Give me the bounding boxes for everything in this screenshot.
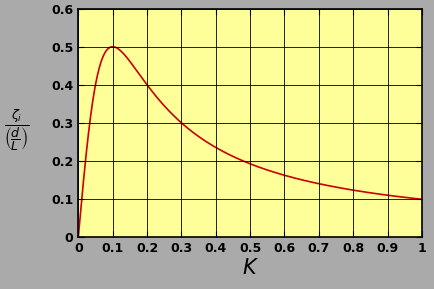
Text: $\frac{\zeta_i}{\left(\dfrac{d}{L}\right)}$: $\frac{\zeta_i}{\left(\dfrac{d}{L}\right… xyxy=(4,107,30,153)
X-axis label: $\mathit{K}$: $\mathit{K}$ xyxy=(241,257,258,278)
